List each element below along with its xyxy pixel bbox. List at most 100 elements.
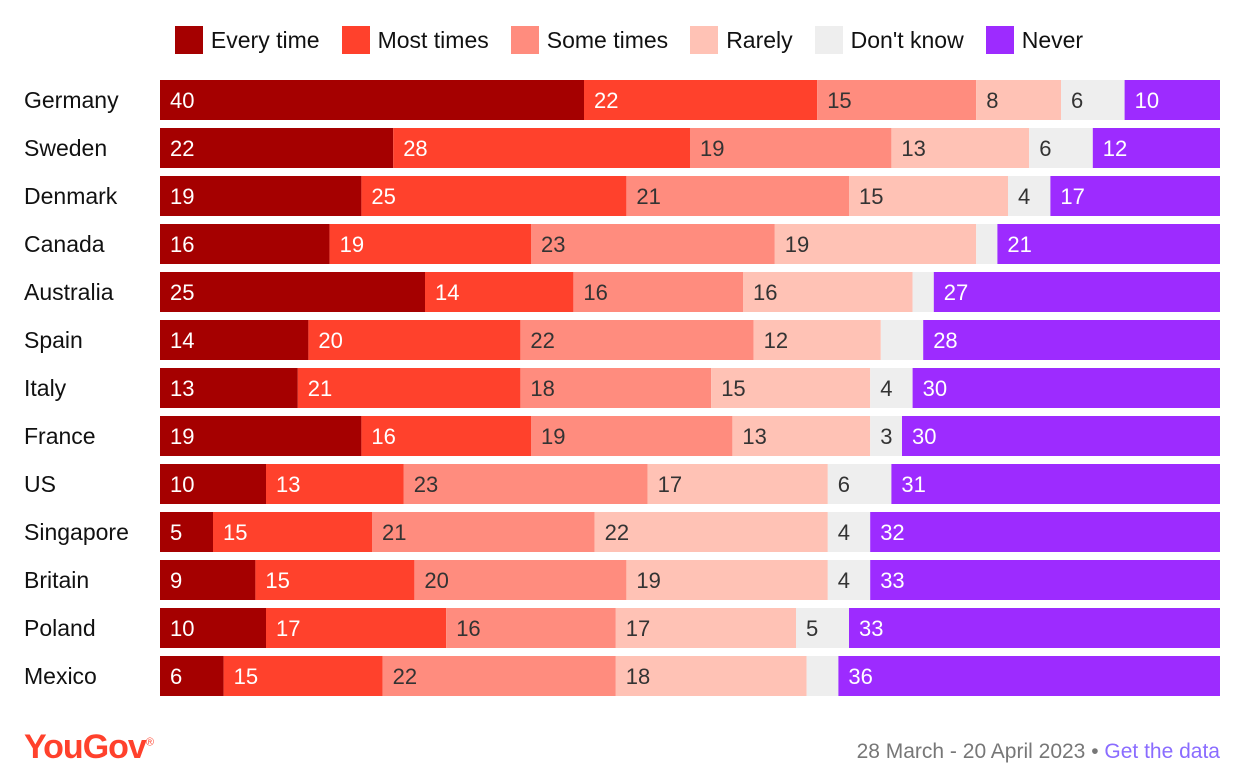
- data-label: 22: [393, 664, 417, 689]
- data-label: 10: [1135, 88, 1159, 113]
- bar-segment: [615, 656, 807, 696]
- data-label: 16: [170, 232, 194, 257]
- data-label: 14: [435, 280, 459, 305]
- bar-segment: [743, 272, 913, 312]
- data-label: 15: [859, 184, 883, 209]
- bar-segment: [520, 368, 712, 408]
- data-label: 22: [530, 328, 554, 353]
- data-label: 25: [371, 184, 395, 209]
- bar-segment: [796, 608, 849, 648]
- bar-segment: [403, 464, 648, 504]
- bar-segment: [1008, 176, 1051, 216]
- bar-segment: [690, 128, 892, 168]
- data-label: 18: [626, 664, 650, 689]
- data-label: 22: [170, 136, 194, 161]
- row-label: Germany: [24, 87, 119, 113]
- bar-segment: [732, 416, 871, 456]
- bar-segment: [880, 320, 924, 360]
- bar-segment: [753, 320, 881, 360]
- bar-segment: [976, 80, 1061, 120]
- bar-segment: [160, 608, 266, 648]
- legend-label: Don't know: [850, 26, 964, 53]
- legend-swatch: [985, 26, 1014, 54]
- get-the-data-link[interactable]: Get the data: [1104, 740, 1220, 763]
- bar-segment: [372, 512, 595, 552]
- bar-segment: [573, 272, 743, 312]
- data-label: 13: [742, 424, 766, 449]
- data-label: 5: [806, 616, 818, 641]
- legend-item: Some times: [510, 26, 669, 54]
- data-label: 6: [838, 472, 850, 497]
- legend-swatch: [690, 26, 719, 54]
- data-label: 15: [234, 664, 258, 689]
- row-label: Italy: [24, 375, 67, 401]
- data-label: 32: [880, 520, 904, 545]
- legend-label: Some times: [546, 26, 669, 53]
- bar-segment: [902, 416, 1220, 456]
- bar-segment: [361, 176, 627, 216]
- data-label: 17: [276, 616, 300, 641]
- legend-label: Rarely: [726, 26, 793, 53]
- bar-segment: [806, 656, 839, 696]
- legend-item: Don't know: [814, 26, 964, 54]
- bar-segment: [933, 272, 1220, 312]
- row-label: Canada: [24, 231, 105, 257]
- data-label: 21: [636, 184, 660, 209]
- bar-segment: [817, 80, 977, 120]
- row-label: Singapore: [24, 519, 129, 545]
- bar-segment: [160, 464, 266, 504]
- bar-segment: [827, 512, 871, 552]
- row-label: Spain: [24, 327, 83, 353]
- separator: •: [1091, 740, 1099, 763]
- data-label: 22: [594, 88, 618, 113]
- bar-segment: [923, 320, 1220, 360]
- bar-segment: [255, 560, 415, 600]
- yougov-logo: YouGov®: [24, 728, 154, 767]
- bar-segment: [160, 176, 362, 216]
- bar-segment: [160, 656, 224, 696]
- bar-segment: [774, 224, 977, 264]
- data-label: 19: [785, 232, 809, 257]
- data-label: 28: [403, 136, 427, 161]
- data-label: 4: [1018, 184, 1030, 209]
- bar-segment: [870, 416, 902, 456]
- bar-segment: [849, 608, 1220, 648]
- bar-segment: [160, 512, 213, 552]
- bar-segment: [329, 224, 531, 264]
- data-label: 3: [880, 424, 892, 449]
- row-label: Sweden: [24, 135, 107, 161]
- bar-segment: [308, 320, 521, 360]
- data-label: 4: [838, 568, 850, 593]
- bar-segment: [414, 560, 627, 600]
- bar-segment: [361, 416, 531, 456]
- data-label: 19: [541, 424, 565, 449]
- bar-segment: [838, 656, 1220, 696]
- stacked-bar-chart: Germany 40 22 15 8 6 10 Sweden 22 28 19 13 6 12 Denmar…: [24, 80, 1220, 696]
- data-label: 19: [170, 184, 194, 209]
- bar-segment: [160, 272, 425, 312]
- bar-segment: [531, 416, 733, 456]
- data-label: 9: [170, 568, 182, 593]
- registered-mark: ®: [145, 736, 154, 749]
- legend-item: Never: [985, 26, 1083, 54]
- data-label: 15: [223, 520, 247, 545]
- data-label: 17: [658, 472, 682, 497]
- bar-segment: [594, 512, 828, 552]
- data-label: 23: [541, 232, 565, 257]
- legend-swatch: [174, 26, 203, 54]
- bar-segment: [849, 176, 1008, 216]
- data-label: 4: [880, 376, 892, 401]
- date-range: 28 March - 20 April 2023: [856, 740, 1086, 763]
- data-label: 13: [170, 376, 194, 401]
- bar-segment: [711, 368, 871, 408]
- row-label: Mexico: [24, 663, 97, 689]
- data-label: 30: [923, 376, 947, 401]
- data-label: 16: [456, 616, 480, 641]
- bar-segment: [223, 656, 383, 696]
- data-label: 17: [1060, 184, 1084, 209]
- data-label: 31: [901, 472, 925, 497]
- row-label: France: [24, 423, 96, 449]
- bar-segment: [997, 224, 1220, 264]
- data-label: 21: [1007, 232, 1031, 257]
- data-label: 18: [530, 376, 554, 401]
